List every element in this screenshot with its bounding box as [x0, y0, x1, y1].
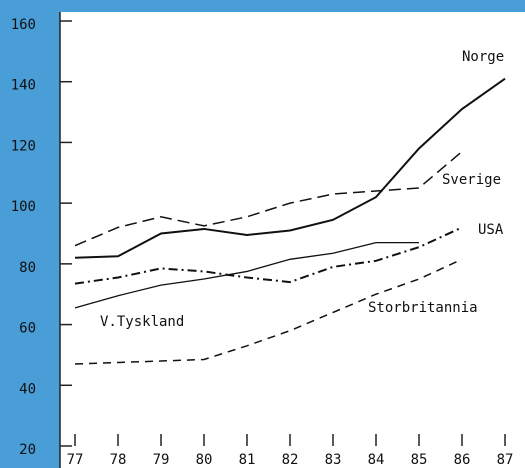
series-label: Storbritannia	[368, 300, 478, 316]
series-label: Sverige	[442, 172, 501, 188]
x-tick-label: 83	[325, 452, 342, 468]
x-tick-label: 77	[67, 452, 84, 468]
x-tick-label: 85	[411, 452, 428, 468]
x-tick-label: 86	[454, 452, 471, 468]
plot-area	[60, 12, 525, 468]
series-line	[74, 226, 463, 285]
y-tick-label: 120	[11, 138, 36, 154]
series-line	[74, 150, 463, 247]
y-tick-label: 160	[11, 17, 36, 33]
series-label: V.Tyskland	[100, 314, 184, 330]
x-tick-label: 82	[282, 452, 299, 468]
y-tick-label: 80	[19, 260, 36, 276]
x-tick-label: 84	[368, 452, 385, 468]
series-line	[74, 241, 419, 309]
series-label: USA	[478, 222, 504, 238]
x-tick-label: 81	[239, 452, 256, 468]
series-line	[74, 77, 506, 259]
y-tick-label: 20	[19, 442, 36, 458]
x-tick-label: 80	[196, 452, 213, 468]
x-tick-label: 78	[110, 452, 127, 468]
x-tick-label: 79	[153, 452, 170, 468]
y-tick-label: 40	[19, 381, 36, 397]
y-tick-label: 60	[19, 321, 36, 337]
series-label: Norge	[462, 49, 504, 65]
x-tick-label: 87	[497, 452, 514, 468]
y-tick-label: 140	[11, 78, 36, 94]
series-line	[74, 258, 463, 365]
y-tick-label: 100	[11, 199, 36, 215]
